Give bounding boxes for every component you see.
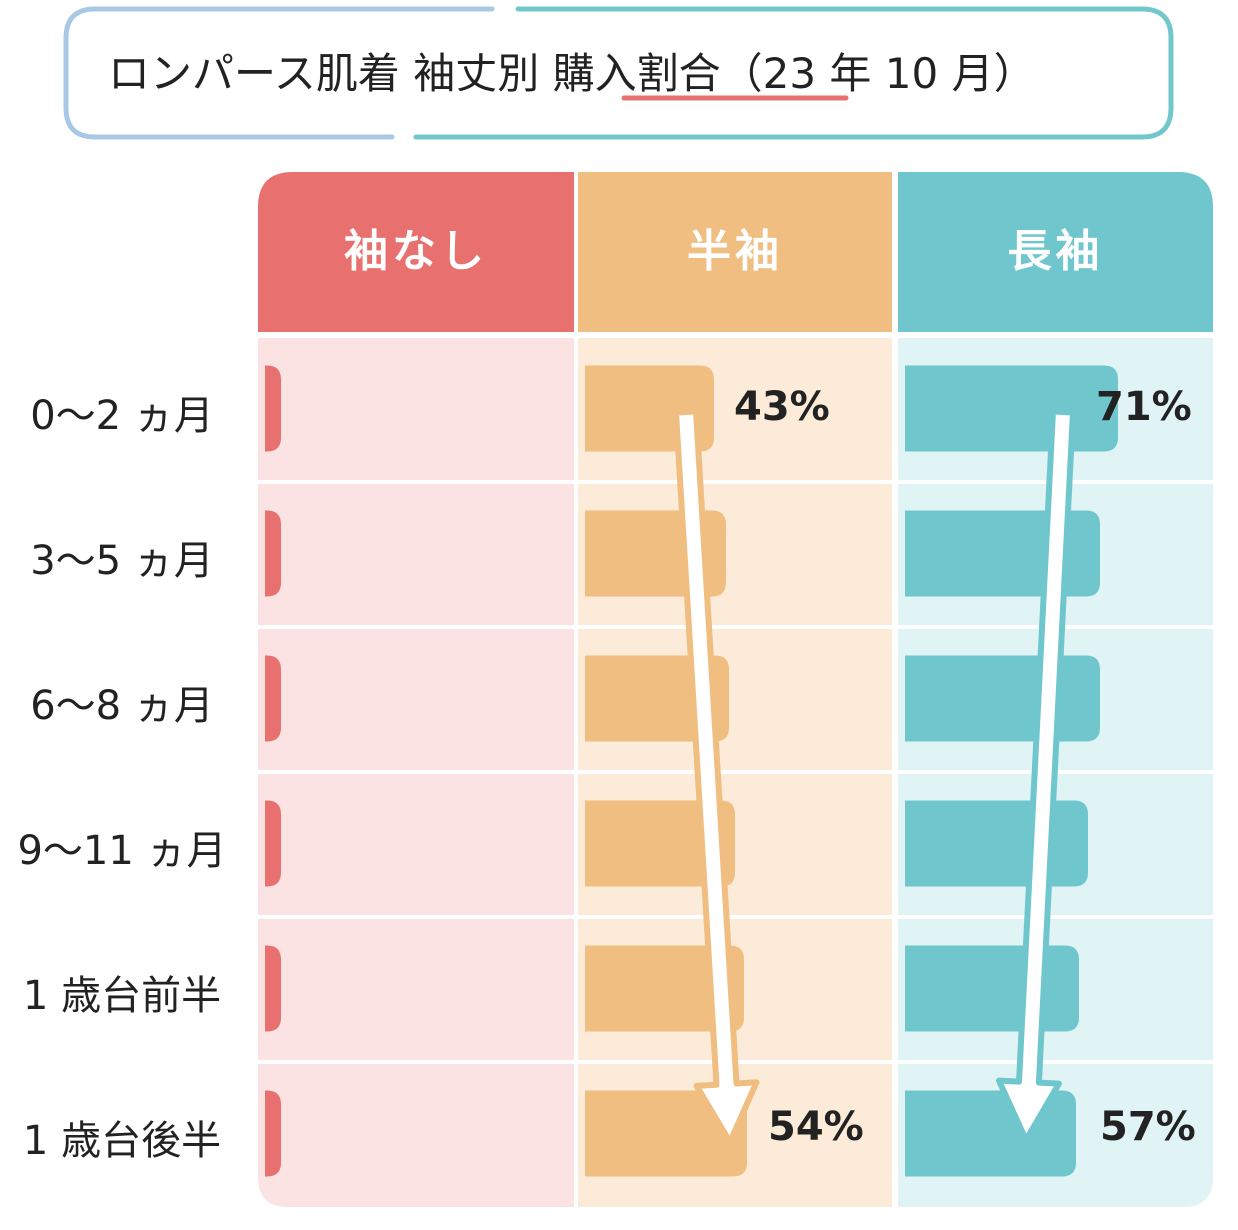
bar-sleeveless: [265, 945, 281, 1032]
arrow-long-sleeve: [996, 408, 1076, 1143]
bar-long-sleeve: [905, 800, 1088, 887]
bar-short-sleeve: [585, 800, 735, 887]
bar-long-sleeve: [905, 945, 1079, 1032]
header-sleeveless: 袖なし: [344, 226, 488, 277]
chart-title: ロンパース肌着 袖丈別 購入割合（23 年 10 月）: [108, 44, 1138, 104]
bar-sleeveless: [265, 800, 281, 887]
row-label: 6～8 ヵ月: [30, 682, 214, 729]
label-long-last: 57%: [1100, 1104, 1196, 1150]
trend-arrows: [673, 408, 1076, 1145]
bar-sleeveless: [265, 655, 281, 742]
row-label: 9～11 ヵ月: [17, 827, 227, 874]
title-highlight: 購入割合: [552, 49, 721, 98]
header-bg-none: [258, 172, 574, 332]
header-bg-short: [578, 172, 892, 332]
bar-sleeveless: [265, 510, 281, 597]
title-suffix: （23 年 10 月）: [720, 49, 1036, 98]
bar-short-sleeve: [585, 1090, 747, 1177]
header-short-sleeve: 半袖: [687, 226, 783, 277]
row-label: 3～5 ヵ月: [30, 537, 214, 584]
row-label: 1 歳台後半: [22, 1117, 222, 1164]
bar-short-sleeve: [585, 945, 744, 1032]
header-long-sleeve: 長袖: [1007, 226, 1104, 277]
bar-long-sleeve: [905, 510, 1100, 597]
bar-long-sleeve: [905, 655, 1100, 742]
title-prefix: ロンパース肌着 袖丈別: [108, 49, 553, 98]
row-label: 1 歳台前半: [22, 972, 222, 1019]
bar-long-sleeve: [905, 365, 1118, 452]
row-label: 0～2 ヵ月: [30, 392, 214, 439]
label-short-first: 43%: [734, 384, 830, 430]
bar-sleeveless: [265, 365, 281, 452]
title-frame-teal: [413, 6, 1174, 140]
arrow-short-sleeve: [673, 408, 760, 1145]
label-short-last: 54%: [768, 1104, 864, 1150]
header-bg-long: [898, 172, 1213, 332]
label-long-first: 71%: [1096, 384, 1192, 430]
bar-sleeveless: [265, 1090, 281, 1177]
title-frame-blue: [63, 6, 495, 140]
